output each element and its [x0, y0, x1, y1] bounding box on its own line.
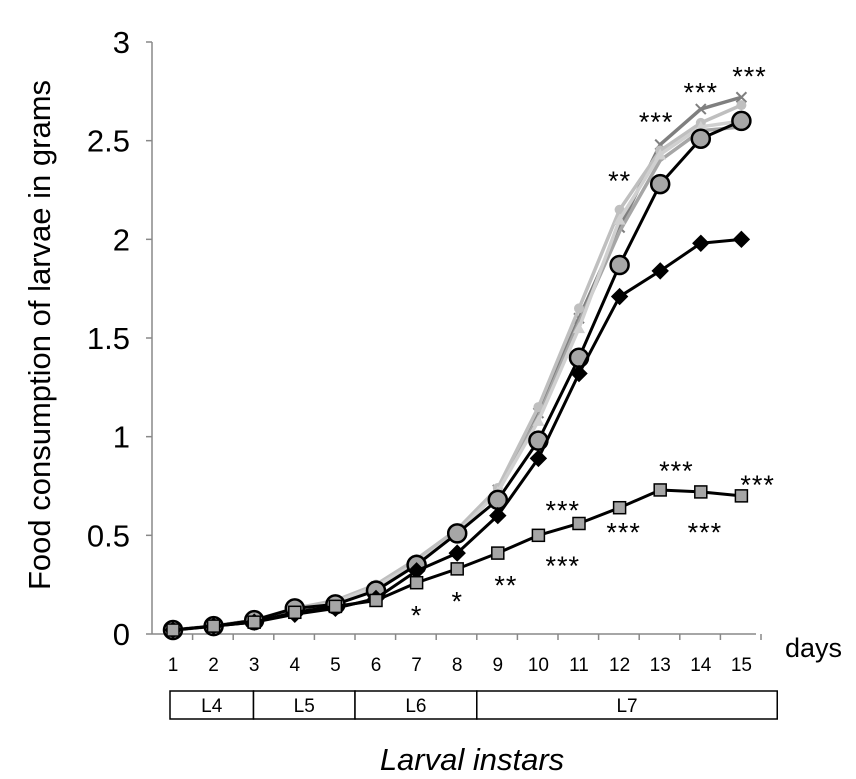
- y-tick-label: 1: [113, 420, 130, 455]
- x-tick-label: 8: [452, 655, 463, 676]
- instar-label: L7: [616, 696, 637, 717]
- y-tick-label: 3: [113, 25, 130, 60]
- x-tick-label: 6: [371, 655, 382, 676]
- significance-marker: ***: [732, 62, 767, 92]
- x-tick-label: 7: [411, 655, 422, 676]
- x-tick-label: 14: [690, 655, 712, 676]
- significance-marker: ***: [740, 470, 775, 500]
- y-axis-label: Food consumption of larvae in grams: [22, 80, 57, 590]
- data-point: [492, 547, 504, 559]
- significance-marker: *: [411, 600, 423, 630]
- x-tick-label: 15: [731, 655, 752, 676]
- x-tick-label: 13: [650, 655, 671, 676]
- y-tick-label: 1.5: [87, 321, 130, 356]
- significance-marker: ***: [606, 517, 641, 547]
- significance-marker: ***: [639, 107, 674, 137]
- data-point: [248, 616, 260, 628]
- data-point: [732, 112, 750, 130]
- x-axis-unit-label: days: [785, 633, 842, 663]
- significance-marker: ***: [684, 77, 719, 107]
- y-tick-label: 2: [113, 222, 130, 257]
- data-point: [289, 606, 301, 618]
- data-point: [611, 256, 629, 274]
- data-point: [733, 231, 749, 247]
- series-diamond: [165, 231, 749, 638]
- x-tick-label: 2: [208, 655, 219, 676]
- series-group: [164, 92, 750, 639]
- instar-label: L4: [201, 696, 223, 717]
- x-tick-label: 4: [290, 655, 301, 676]
- data-point: [448, 524, 466, 542]
- data-point: [695, 486, 707, 498]
- x-axis-label: Larval instars: [380, 742, 564, 777]
- data-point: [614, 502, 626, 514]
- data-point: [451, 563, 463, 575]
- significance-marker: **: [494, 571, 517, 601]
- significance-marker: ***: [545, 496, 580, 526]
- significance-marker: *: [451, 586, 463, 616]
- data-point: [370, 594, 382, 606]
- data-point: [651, 175, 669, 193]
- data-point: [736, 100, 746, 110]
- x-tick-label: 9: [493, 655, 504, 676]
- data-point: [692, 130, 710, 148]
- significance-marker: ***: [659, 456, 694, 486]
- instar-label: L5: [294, 696, 315, 717]
- x-tick-label: 1: [168, 655, 179, 676]
- x-tick-label: 3: [249, 655, 260, 676]
- significance-marker: ***: [688, 517, 723, 547]
- instar-bar: L4 L5 L6 L7: [170, 691, 777, 719]
- data-point: [574, 303, 584, 313]
- x-tick-label: 10: [528, 655, 549, 676]
- x-tick-label: 12: [609, 655, 630, 676]
- y-tick-label: 0: [113, 617, 130, 652]
- data-point: [208, 620, 220, 632]
- significance-marker: **: [608, 166, 631, 196]
- data-point: [612, 289, 628, 305]
- y-tick-label: 2.5: [87, 124, 130, 159]
- data-point: [532, 529, 544, 541]
- data-point: [167, 624, 179, 636]
- data-point: [329, 600, 341, 612]
- data-point: [411, 577, 423, 589]
- y-tick-label: 0.5: [87, 518, 130, 553]
- instar-label: L6: [405, 696, 426, 717]
- significance-marker: ***: [545, 551, 580, 581]
- x-tick-label: 11: [569, 655, 589, 676]
- x-tick-label: 5: [330, 655, 341, 676]
